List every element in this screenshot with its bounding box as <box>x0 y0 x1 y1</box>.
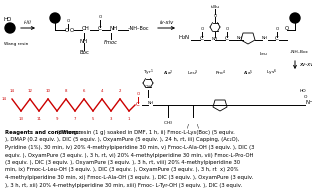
Text: CH: CH <box>82 26 90 30</box>
Text: HO: HO <box>3 17 11 22</box>
Text: 14: 14 <box>2 97 7 101</box>
Text: ), DMAP (0.2 equiv. ), DIC (5 equiv. ), OxyamPure (5 equiv. ), 24 h, rt, iii) Ca: ), DMAP (0.2 equiv. ), DIC (5 equiv. ), … <box>5 137 239 143</box>
Text: Ala$^2$: Ala$^2$ <box>163 69 173 78</box>
Text: O: O <box>98 15 102 19</box>
Text: C: C <box>200 36 204 40</box>
Text: O: O <box>213 14 217 18</box>
Text: HO: HO <box>300 89 307 93</box>
Text: 5: 5 <box>92 117 94 121</box>
Text: O: O <box>225 27 229 31</box>
Text: /: / <box>187 123 189 128</box>
Text: 2: 2 <box>119 89 121 93</box>
Text: Pyridine (1%), 30 min, iv) 20% 4-methylpiperidine 30 min, v) Fmoc-L-Ala-OH (3 eq: Pyridine (1%), 30 min, iv) 20% 4-methylp… <box>5 145 254 150</box>
Text: –NH–Boc: –NH–Boc <box>128 26 149 30</box>
Text: (3 equiv. ), DIC (3 equiv. ), OxyamPure (3 equiv. ), 3 h, rt, viii) 20% 4-methyl: (3 equiv. ), DIC (3 equiv. ), OxyamPure … <box>5 160 240 165</box>
Text: NH: NH <box>80 39 88 44</box>
Text: Leu: Leu <box>260 52 268 56</box>
Text: O: O <box>285 26 289 30</box>
Text: min, ix) Fmoc-L-Leu-OH (3 equiv. ), DIC (3 equiv. ), OxyamPure (3 equiv. ), 3 h,: min, ix) Fmoc-L-Leu-OH (3 equiv. ), DIC … <box>5 168 238 173</box>
Text: 10: 10 <box>46 89 51 93</box>
Text: NH: NH <box>212 37 218 41</box>
Text: iv-xiv: iv-xiv <box>159 20 173 25</box>
Text: C: C <box>275 36 279 40</box>
Text: O: O <box>136 92 140 96</box>
Text: 14: 14 <box>9 89 14 93</box>
Text: Wang resin: Wang resin <box>4 42 28 46</box>
Text: Lys$^6$: Lys$^6$ <box>266 68 278 78</box>
Text: NH: NH <box>110 26 118 30</box>
Text: –NH–Boc: –NH–Boc <box>290 50 309 54</box>
Text: O: O <box>66 19 70 23</box>
Text: equiv. ), OxyamPure (3 equiv. ), 3 h, rt, vi) 20% 4-methylpiperidine 30 min, vii: equiv. ), OxyamPure (3 equiv. ), 3 h, rt… <box>5 152 253 158</box>
Text: 7: 7 <box>74 117 76 121</box>
Circle shape <box>290 13 300 23</box>
Circle shape <box>5 23 15 33</box>
Text: i-iii: i-iii <box>24 20 32 25</box>
Text: C: C <box>136 102 140 108</box>
Text: O: O <box>275 27 279 31</box>
Text: NH$_2$: NH$_2$ <box>305 99 312 108</box>
Circle shape <box>50 13 60 23</box>
Text: OH: OH <box>145 85 151 89</box>
Text: NH: NH <box>148 101 154 105</box>
Text: C: C <box>65 27 69 33</box>
Text: C: C <box>225 36 229 40</box>
Text: i) Wang resin (1 g) soaked in DMF, 1 h, ii) Fmoc-L-Lys(Boc) (5 equiv.: i) Wang resin (1 g) soaked in DMF, 1 h, … <box>56 130 235 135</box>
Text: 9: 9 <box>56 117 58 121</box>
Text: CH$_3$: CH$_3$ <box>163 119 173 127</box>
Text: xv-xvi: xv-xvi <box>299 62 312 67</box>
Text: O: O <box>200 27 204 31</box>
Text: O: O <box>304 95 307 99</box>
Text: NH: NH <box>237 36 243 40</box>
Text: H$_2$N: H$_2$N <box>178 33 190 42</box>
Text: Tyr$^1$: Tyr$^1$ <box>143 68 154 78</box>
Text: t-Bu: t-Bu <box>211 5 220 9</box>
Text: Leu$^3$: Leu$^3$ <box>187 69 199 78</box>
Text: 3: 3 <box>110 117 112 121</box>
Text: 13: 13 <box>18 117 23 121</box>
Text: Ala$^5$: Ala$^5$ <box>243 69 253 78</box>
Text: 11: 11 <box>37 117 41 121</box>
Text: C: C <box>98 26 102 30</box>
Text: 8: 8 <box>65 89 67 93</box>
Text: 4: 4 <box>101 89 103 93</box>
Text: Reagents and conditions:: Reagents and conditions: <box>5 130 81 135</box>
Text: Boc: Boc <box>79 50 89 55</box>
Text: \: \ <box>197 123 199 128</box>
Text: 1: 1 <box>128 117 130 121</box>
Text: NH: NH <box>262 36 268 40</box>
Text: 6: 6 <box>83 89 85 93</box>
Text: Pro$^4$: Pro$^4$ <box>215 69 226 78</box>
Text: ), 3 h, rt, xii) 20% 4-methylpiperidine 30 min, xiii) Fmoc- L-Tyr-OH (3 equiv. ): ), 3 h, rt, xii) 20% 4-methylpiperidine … <box>5 183 242 187</box>
Text: 12: 12 <box>27 89 32 93</box>
Text: O: O <box>70 27 74 33</box>
Text: 4-methylpiperidine 30 min, xi) Fmoc-L-Ala-OH (3 equiv. ), DIC (3 equiv. ), Oxyam: 4-methylpiperidine 30 min, xi) Fmoc-L-Al… <box>5 175 253 180</box>
Text: Fmoc: Fmoc <box>104 40 118 45</box>
